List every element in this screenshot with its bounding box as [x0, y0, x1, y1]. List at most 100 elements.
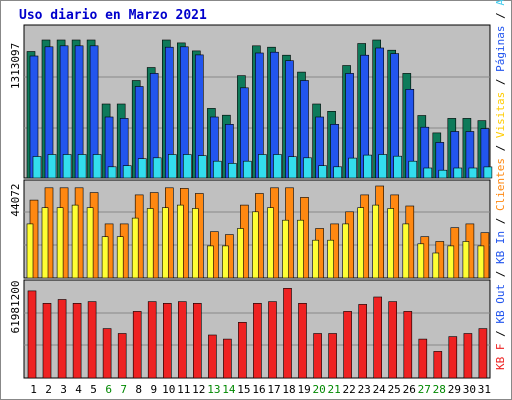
- bar-clientes-day-24: [372, 204, 380, 279]
- legend-item: Páginas: [494, 26, 507, 72]
- bar-kb-f-day-4: [72, 302, 82, 379]
- bar-clientes-day-15: [237, 228, 244, 279]
- x-tick-label: 31: [478, 383, 491, 396]
- legend-item: KB In: [494, 231, 507, 264]
- bar-archivos-day-1: [32, 156, 42, 179]
- bar-archivos-day-15: [243, 160, 252, 179]
- bar-clientes-day-9: [146, 208, 154, 279]
- x-tick-label: 21: [327, 383, 340, 396]
- bar-clientes-day-5: [86, 207, 94, 279]
- bar-archivos-day-7: [122, 165, 132, 179]
- bar-archivos-day-25: [393, 155, 403, 179]
- x-tick-label: 7: [120, 383, 127, 396]
- bar-archivos-day-14: [228, 163, 237, 179]
- bar-clientes-day-1: [26, 223, 34, 279]
- bar-clientes-day-2: [41, 207, 49, 279]
- bar-archivos-day-20: [318, 165, 327, 179]
- bar-archivos-day-26: [408, 160, 418, 179]
- bar-clientes-day-6: [101, 236, 109, 279]
- x-tick-labels: 1 2 3 4 5 6 7 8 9 10 11 12 13 14 15 16 17 18 19 20 21 22 23 24 2…: [30, 383, 491, 396]
- bar-archivos-day-16: [258, 154, 267, 179]
- x-tick-label: 2: [45, 383, 52, 396]
- bar-clientes-day-28: [432, 252, 440, 279]
- bar-archivos-day-2: [47, 154, 57, 179]
- bar-kb-f-day-26: [403, 311, 413, 379]
- x-tick-label: 24: [373, 383, 387, 396]
- bar-kb-f-day-29: [448, 336, 458, 379]
- x-tick-label: 8: [135, 383, 142, 396]
- bar-clientes-day-10: [162, 207, 169, 279]
- x-tick-label: 29: [448, 383, 461, 396]
- bar-kb-f-day-25: [388, 301, 398, 379]
- bar-kb-f-day-20: [313, 333, 322, 379]
- x-tick-label: 1: [30, 383, 37, 396]
- x-tick-label: 11: [177, 383, 190, 396]
- bar-kb-f-day-1: [27, 290, 37, 379]
- x-tick-label: 30: [463, 383, 476, 396]
- x-tick-label: 18: [282, 383, 295, 396]
- bar-kb-f-day-2: [42, 302, 52, 379]
- bar-archivos-day-30: [468, 167, 478, 179]
- bar-kb-f-day-13: [208, 334, 217, 379]
- bar-archivos-day-17: [273, 154, 282, 179]
- ytick-label-visitas: 44072: [9, 183, 22, 216]
- bar-clientes-day-14: [222, 245, 229, 279]
- bars-layer: [26, 39, 493, 379]
- bar-clientes-day-3: [56, 207, 64, 279]
- bar-kb-f-day-31: [478, 328, 488, 379]
- bar-archivos-day-4: [77, 154, 87, 179]
- x-tick-label: 5: [90, 383, 97, 396]
- x-tick-label: 16: [252, 383, 265, 396]
- bar-archivos-day-31: [483, 166, 493, 179]
- bar-archivos-day-6: [107, 166, 117, 179]
- bar-clientes-day-29: [447, 245, 455, 279]
- bar-clientes-day-31: [477, 245, 485, 279]
- bar-kb-f-day-21: [328, 333, 337, 379]
- legend-item: Visitas: [494, 92, 507, 138]
- x-tick-label: 25: [388, 383, 401, 396]
- bar-archivos-day-3: [62, 154, 72, 179]
- bar-kb-f-day-8: [132, 311, 142, 379]
- bar-clientes-day-7: [116, 236, 124, 279]
- legend-right: KB F / KB Out / KB In / Clientes / Visit…: [494, 0, 507, 370]
- bar-clientes-day-12: [192, 208, 199, 279]
- bar-kb-f-day-16: [253, 302, 262, 379]
- x-tick-label: 12: [192, 383, 205, 396]
- bar-kb-f-day-17: [268, 301, 277, 379]
- bar-kb-f-day-5: [87, 301, 97, 379]
- bar-clientes-day-4: [71, 204, 79, 279]
- x-tick-label: 28: [433, 383, 446, 396]
- bar-clientes-day-11: [177, 204, 184, 279]
- legend-item: KB F: [494, 344, 507, 371]
- bar-clientes-day-23: [357, 207, 365, 279]
- x-tick-label: 23: [358, 383, 371, 396]
- bar-archivos-day-24: [378, 154, 388, 179]
- bar-kb-f-day-7: [117, 333, 127, 379]
- legend-item: Archivos: [494, 0, 507, 6]
- bar-archivos-day-12: [198, 155, 207, 179]
- bar-archivos-day-19: [303, 157, 312, 179]
- x-tick-label: 4: [75, 383, 82, 396]
- bar-archivos-day-11: [183, 154, 192, 179]
- bar-archivos-day-28: [438, 169, 448, 179]
- x-tick-label: 10: [162, 383, 175, 396]
- bar-kb-f-day-14: [223, 338, 232, 379]
- bar-kb-f-day-28: [433, 351, 443, 379]
- x-tick-label: 9: [150, 383, 157, 396]
- bar-kb-f-day-23: [358, 304, 368, 379]
- bar-kb-f-day-18: [283, 287, 292, 379]
- bar-clientes-day-18: [282, 219, 289, 279]
- x-tick-label: 3: [60, 383, 67, 396]
- bar-archivos-day-18: [288, 156, 297, 179]
- bar-kb-f-day-22: [343, 311, 352, 379]
- bar-archivos-day-27: [423, 167, 433, 179]
- bar-kb-f-day-11: [178, 301, 187, 379]
- x-tick-label: 27: [418, 383, 431, 396]
- bar-archivos-day-9: [152, 157, 162, 179]
- bar-kb-f-day-6: [102, 328, 112, 379]
- bar-clientes-day-16: [252, 211, 259, 279]
- x-tick-label: 15: [237, 383, 250, 396]
- x-tick-label: 17: [267, 383, 280, 396]
- x-tick-label: 19: [297, 383, 310, 396]
